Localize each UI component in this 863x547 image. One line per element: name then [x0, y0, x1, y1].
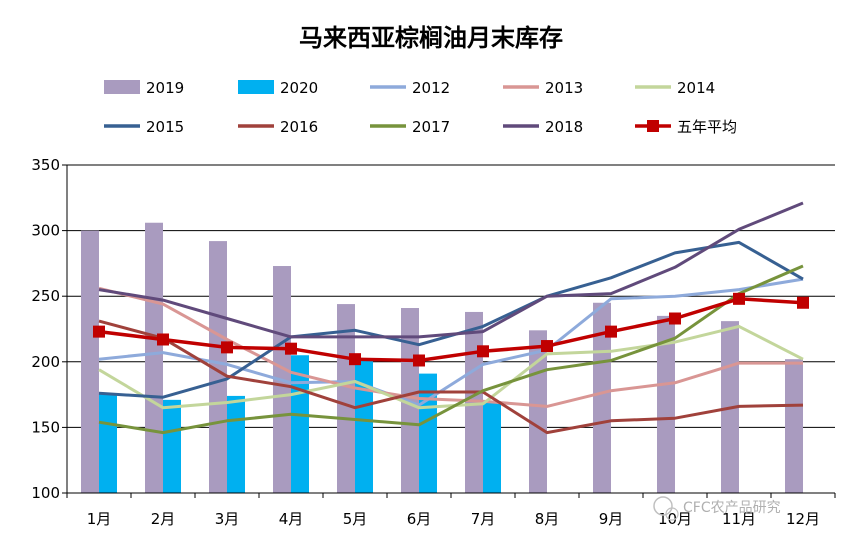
bar-2019 — [785, 359, 803, 493]
point-五年平均 — [477, 345, 489, 358]
bar-2020 — [163, 399, 181, 493]
series-line-2018 — [98, 201, 804, 339]
y-tick-label: 350 — [31, 156, 60, 174]
series-lines — [93, 201, 809, 435]
wechat-icon — [653, 496, 673, 516]
y-tick-label: 200 — [31, 353, 60, 371]
legend-label-2013: 2013 — [545, 79, 583, 97]
point-五年平均 — [733, 292, 745, 305]
point-五年平均 — [285, 342, 297, 355]
bar-2019 — [337, 304, 355, 493]
y-tick-label: 300 — [31, 222, 60, 240]
point-五年平均 — [221, 341, 233, 354]
y-tick-label: 150 — [31, 418, 60, 436]
legend-label-2018: 2018 — [545, 118, 583, 136]
x-tick-label: 9月 — [599, 510, 624, 528]
y-tick-label: 250 — [31, 287, 60, 305]
bar-2020 — [227, 395, 245, 493]
legend-label-五年平均: 五年平均 — [677, 118, 737, 136]
x-tick-label: 7月 — [471, 510, 496, 528]
legend-label-2017: 2017 — [412, 118, 450, 136]
legend-label-2020: 2020 — [280, 79, 318, 97]
y-tick-label: 100 — [31, 484, 60, 502]
x-tick-label: 1月 — [87, 510, 112, 528]
point-五年平均 — [413, 354, 425, 367]
series-line-2013 — [98, 286, 803, 408]
series-line-2012 — [98, 277, 804, 407]
wechat-icon-inner — [665, 507, 679, 521]
x-tick-label: 5月 — [343, 510, 368, 528]
watermark: CFC农产品研究 — [653, 496, 781, 521]
series-line-2015 — [98, 240, 804, 399]
point-五年平均 — [669, 312, 681, 325]
legend-label-2016: 2016 — [280, 118, 318, 136]
point-五年平均 — [157, 333, 169, 346]
point-五年平均 — [541, 340, 553, 353]
x-tick-label: 4月 — [279, 510, 304, 528]
legend-label-2014: 2014 — [677, 79, 715, 97]
point-五年平均 — [605, 325, 617, 338]
bar-2020 — [355, 360, 373, 493]
legend-swatch-2020 — [238, 80, 274, 94]
legend-label-2019: 2019 — [146, 79, 184, 97]
bar-2019 — [657, 315, 675, 493]
x-tick-label: 11月 — [722, 510, 756, 528]
bar-2019 — [209, 241, 227, 493]
legend-label-2012: 2012 — [412, 79, 450, 97]
x-tick-label: 12月 — [786, 510, 820, 528]
legend-marker-五年平均 — [647, 120, 659, 132]
x-tick-label: 6月 — [407, 510, 432, 528]
legend-swatch-2019 — [104, 80, 140, 94]
series-line-2016 — [98, 319, 804, 435]
gridlines — [67, 164, 835, 428]
series-line-2014 — [98, 324, 804, 410]
x-tick-label: 8月 — [535, 510, 560, 528]
legend: 2019 2020 2012 2013 2014 2015 2016 2017 2018 五年平均 — [104, 79, 737, 136]
x-tick-label: 2月 — [151, 510, 176, 528]
point-五年平均 — [349, 353, 361, 366]
series-line-2017 — [98, 264, 804, 435]
bar-2020 — [483, 401, 501, 493]
watermark-text: CFC农产品研究 — [683, 500, 781, 516]
point-五年平均 — [797, 296, 809, 309]
bar-2019 — [145, 222, 163, 493]
x-tick-label: 3月 — [215, 510, 240, 528]
legend-label-2015: 2015 — [146, 118, 184, 136]
chart-title: 马来西亚棕榈油月末库存 — [299, 23, 563, 52]
bar-2020 — [99, 393, 117, 493]
point-五年平均 — [93, 325, 105, 338]
series-line-五年平均 — [98, 297, 804, 363]
bar-2019 — [81, 230, 99, 493]
